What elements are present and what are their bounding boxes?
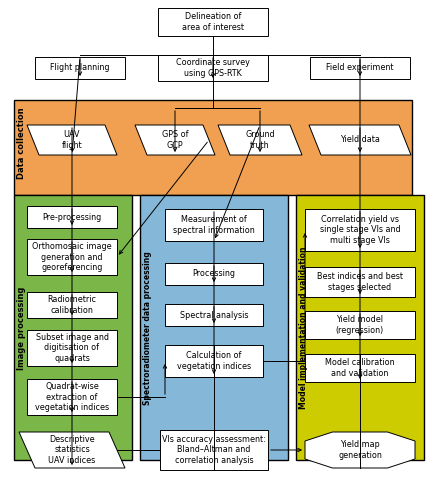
Polygon shape — [19, 432, 125, 468]
Text: Pre-processing: Pre-processing — [42, 212, 102, 222]
Bar — [310, 57, 410, 79]
Text: Calculation of
vegetation indices: Calculation of vegetation indices — [177, 352, 251, 370]
Bar — [165, 345, 263, 377]
Text: Flight planning: Flight planning — [50, 64, 110, 72]
Bar — [27, 330, 117, 366]
Bar — [27, 292, 117, 318]
Bar — [27, 239, 117, 275]
Text: Best indices and best
stages selected: Best indices and best stages selected — [317, 272, 403, 291]
Bar — [305, 311, 415, 339]
Text: Radiometric
calibration: Radiometric calibration — [48, 296, 97, 314]
Polygon shape — [309, 125, 411, 155]
Text: Correlation yield vs
single stage VIs and
multi stage VIs: Correlation yield vs single stage VIs an… — [320, 215, 400, 245]
Text: Yield data: Yield data — [340, 136, 380, 144]
Bar — [14, 195, 132, 460]
Bar — [305, 209, 415, 251]
Text: Processing: Processing — [193, 270, 236, 278]
Text: Coordinate survey
using GPS-RTK: Coordinate survey using GPS-RTK — [176, 58, 250, 78]
Bar — [158, 8, 268, 36]
Bar — [140, 195, 288, 460]
Text: Field experiment: Field experiment — [326, 64, 394, 72]
Bar — [305, 267, 415, 297]
Text: Data collection: Data collection — [17, 107, 26, 179]
Bar — [35, 57, 125, 79]
Text: GPS of
GCP: GPS of GCP — [162, 130, 188, 150]
Polygon shape — [218, 125, 302, 155]
Bar — [14, 100, 412, 195]
Text: VIs accuracy assessment:
Bland–Altman and
correlation analysis: VIs accuracy assessment: Bland–Altman an… — [162, 435, 266, 465]
Text: Measurement of
spectral information: Measurement of spectral information — [173, 216, 255, 234]
Text: Subset image and
digitisation of
quadrats: Subset image and digitisation of quadrat… — [35, 333, 109, 363]
Bar — [158, 55, 268, 81]
Bar — [305, 354, 415, 382]
Text: Yield map
generation: Yield map generation — [338, 440, 382, 460]
Text: Delineation of
area of interest: Delineation of area of interest — [182, 12, 244, 32]
Text: Spectral analysis: Spectral analysis — [180, 310, 248, 320]
Bar — [296, 195, 424, 460]
Text: Image processing: Image processing — [17, 286, 26, 370]
Polygon shape — [27, 125, 117, 155]
Polygon shape — [135, 125, 215, 155]
Bar — [165, 209, 263, 241]
Text: Spectroradiometer data processing: Spectroradiometer data processing — [144, 251, 153, 405]
Polygon shape — [305, 432, 415, 468]
Bar — [165, 304, 263, 326]
Text: Model implementation and validation: Model implementation and validation — [299, 246, 308, 409]
Text: Yield model
(regression): Yield model (regression) — [336, 316, 384, 334]
Bar — [27, 379, 117, 415]
Text: Descriptive
statistics
UAV indices: Descriptive statistics UAV indices — [49, 435, 95, 465]
Bar — [27, 206, 117, 228]
Bar — [160, 430, 268, 470]
Text: Ground
truth: Ground truth — [245, 130, 275, 150]
Bar — [165, 263, 263, 285]
Text: Model calibration
and validation: Model calibration and validation — [325, 358, 395, 378]
Text: Orthomosaic image
generation and
georeferencing: Orthomosaic image generation and georefe… — [32, 242, 112, 272]
Text: UAV
flight: UAV flight — [62, 130, 82, 150]
Text: Quadrat-wise
extraction of
vegetation indices: Quadrat-wise extraction of vegetation in… — [35, 382, 109, 412]
